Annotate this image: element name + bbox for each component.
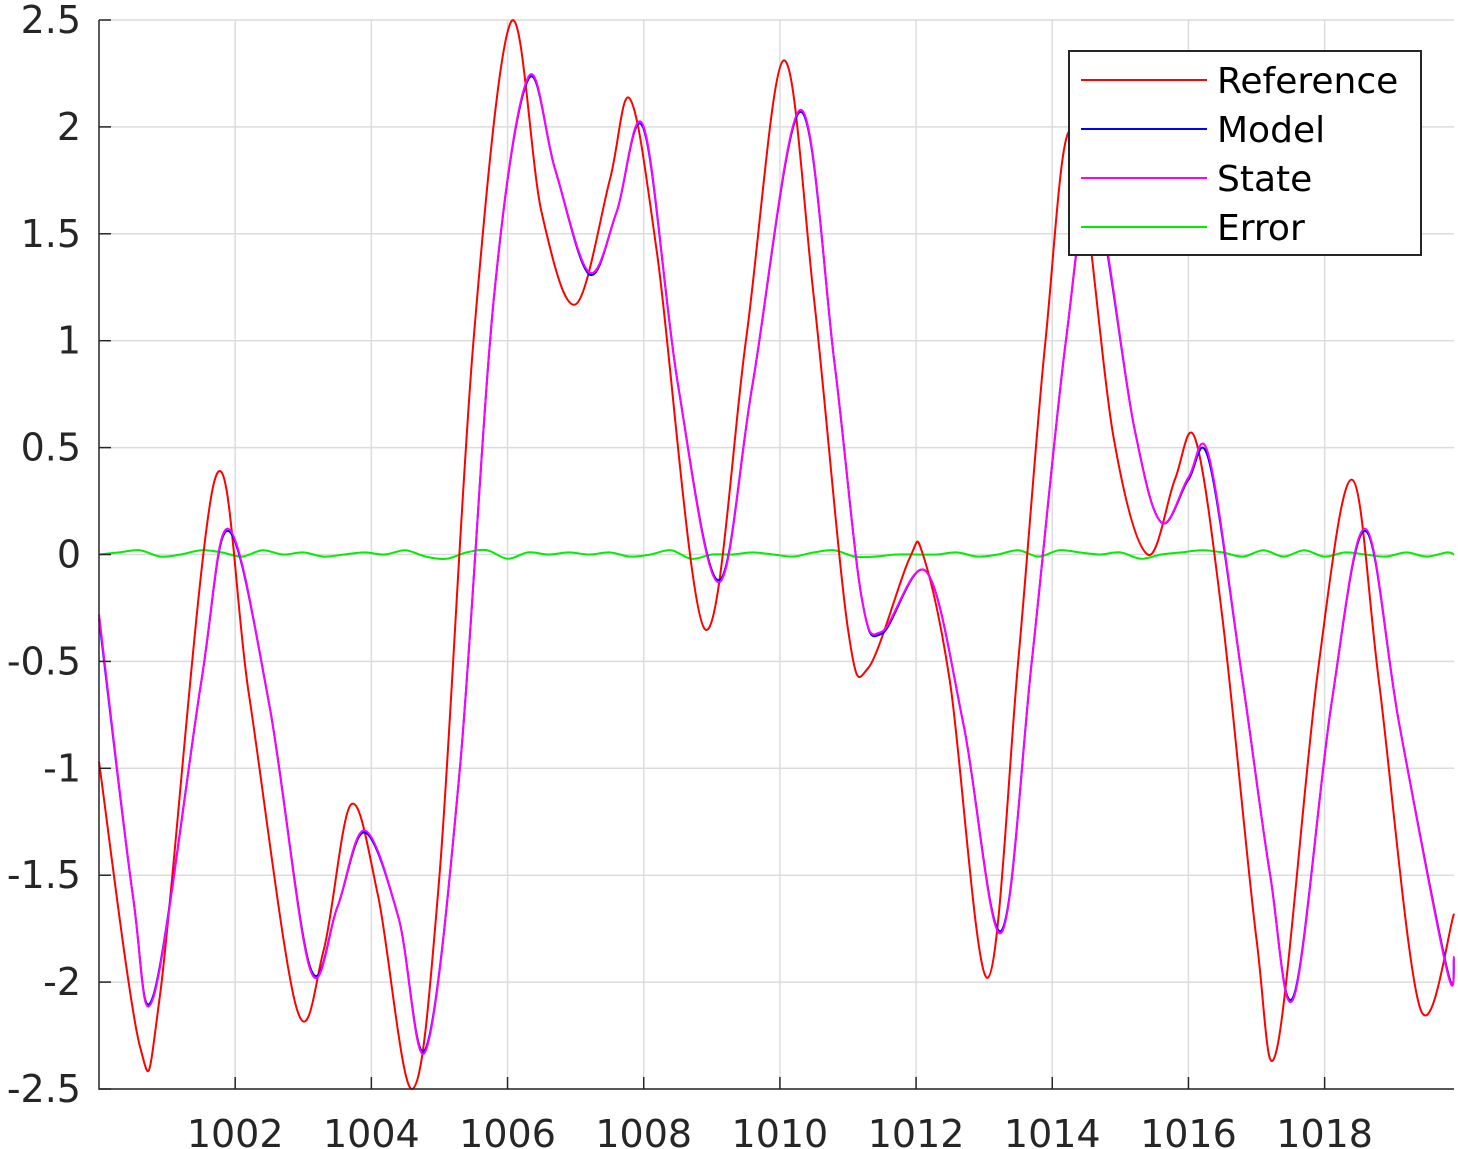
x-tick-label: 1010 [732,1112,829,1149]
grid [99,19,1454,1090]
y-tick-labels: -2.5 -2 -1.5 -1 -0.5 0 0.5 1 1.5 2 2.5 [7,0,81,1111]
series-group [98,19,1455,1091]
legend-label-error: Error [1217,208,1305,249]
y-tick-label: 0.5 [21,426,81,470]
legend-label-model: Model [1217,110,1325,151]
legend-label-state: State [1217,159,1312,200]
series-line-error [98,548,1455,560]
y-tick-label: -1.5 [7,853,81,897]
x-tick-label: 1008 [595,1112,692,1149]
legend: Reference Model State Error [1068,50,1422,256]
y-tick-label: -2.5 [7,1067,81,1111]
y-tick-label: -2 [43,960,81,1004]
series-line-state [98,73,1455,1055]
x-tick-label: 1018 [1276,1112,1373,1149]
x-tick-label: 1014 [1004,1112,1101,1149]
x-tick-label: 1012 [868,1112,965,1149]
y-tick-label: 0 [57,533,81,577]
x-tick-label: 1016 [1140,1112,1237,1149]
ticks [99,19,1326,1090]
y-tick-label: 2 [57,105,81,149]
x-tick-label: 1004 [323,1112,420,1149]
y-tick-label: 1 [57,319,81,363]
x-tick-label: 1002 [187,1112,284,1149]
legend-box [1068,50,1422,256]
y-tick-label: -0.5 [7,639,81,683]
legend-label-reference: Reference [1217,61,1398,102]
x-tick-labels: 1002 1004 1006 1008 1010 1012 1014 1016 1018 [187,1112,1373,1149]
y-tick-label: -1 [43,746,81,790]
y-tick-label: 2.5 [21,0,81,42]
x-tick-label: 1006 [459,1112,556,1149]
y-tick-label: 1.5 [21,212,81,256]
